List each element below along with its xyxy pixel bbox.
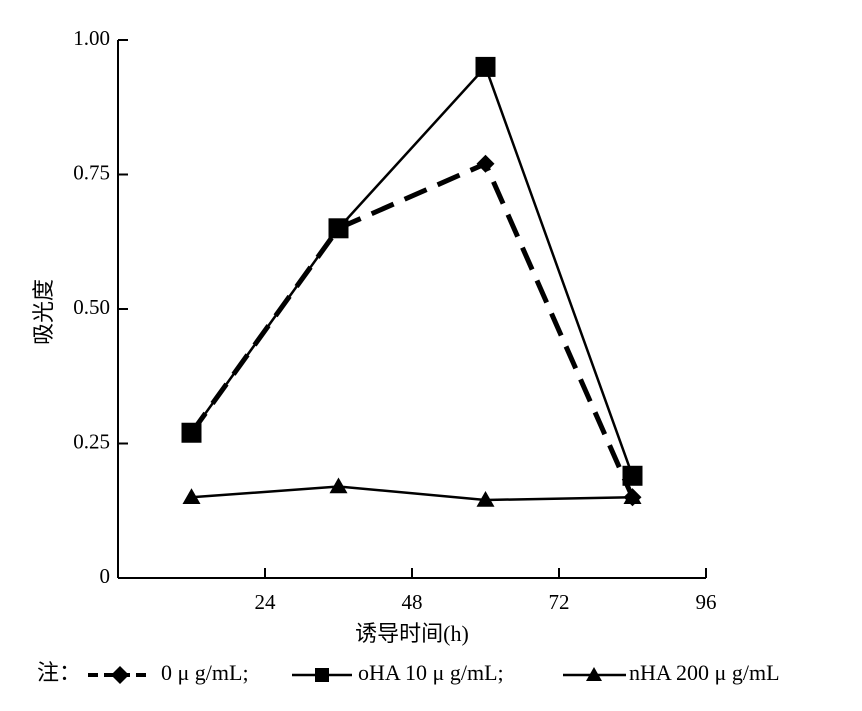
x-tick-label: 96 xyxy=(696,590,717,614)
data-point-square xyxy=(622,465,643,486)
legend-marker-triangle xyxy=(586,667,602,681)
y-tick-label: 0.50 xyxy=(73,295,110,319)
legend-label-3: nHA 200 μ g/mL xyxy=(629,660,780,685)
x-tick-label: 72 xyxy=(549,590,570,614)
series-group xyxy=(181,56,643,507)
legend-marker-diamond xyxy=(111,666,129,684)
ticks: 0 0.25 0.50 0.75 1.00 24 48 72 96 xyxy=(73,26,716,614)
x-tick-label: 48 xyxy=(402,590,423,614)
series-line-triangle xyxy=(191,485,633,502)
data-point-triangle xyxy=(329,477,348,494)
series-line-diamond xyxy=(189,160,635,499)
legend-marker-square xyxy=(315,668,329,682)
x-axis-title: 诱导时间(h) xyxy=(355,621,469,646)
legend-label-2: oHA 10 μ g/mL; xyxy=(358,660,504,685)
legend-prefix: 注： xyxy=(37,660,81,685)
y-tick-label: 1.00 xyxy=(73,26,110,50)
data-point-triangle xyxy=(182,488,201,505)
data-point-triangle xyxy=(623,488,642,505)
data-point-triangle xyxy=(476,490,495,507)
data-point-square xyxy=(328,218,349,239)
y-tick-label: 0.75 xyxy=(73,160,110,184)
legend: 注： 0 μ g/mL; oHA 10 μ g/mL; nHA 200 μ g/… xyxy=(37,660,780,685)
series-line-square xyxy=(190,64,634,477)
legend-label-1: 0 μ g/mL; xyxy=(161,660,249,685)
data-point-diamond xyxy=(476,154,495,173)
data-point-square xyxy=(181,422,202,443)
x-tick-label: 24 xyxy=(255,590,277,614)
y-axis-title: 吸光度 xyxy=(31,279,56,345)
y-tick-label: 0 xyxy=(100,564,111,588)
y-tick-label: 0.25 xyxy=(73,429,110,453)
data-point-square xyxy=(475,56,496,77)
